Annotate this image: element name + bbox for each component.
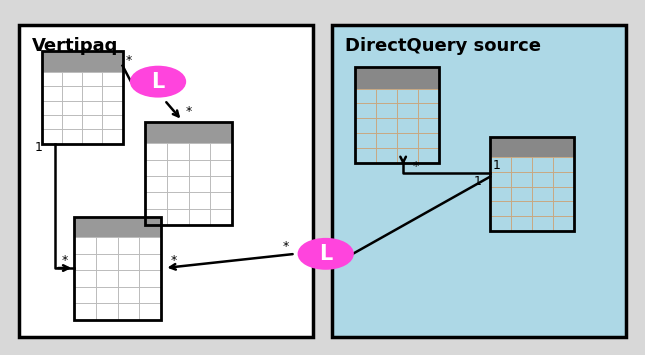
Ellipse shape — [131, 67, 185, 97]
Text: *: * — [126, 54, 132, 67]
Bar — [490, 137, 574, 231]
Text: *: * — [413, 160, 419, 173]
Bar — [74, 237, 161, 320]
Text: 1: 1 — [473, 175, 481, 189]
Bar — [355, 88, 439, 163]
Bar — [355, 67, 439, 163]
Bar — [332, 25, 626, 337]
Bar — [74, 217, 161, 320]
Text: *: * — [171, 255, 177, 267]
Bar — [355, 67, 439, 88]
Bar — [42, 51, 123, 144]
Bar — [490, 137, 574, 157]
Text: L: L — [152, 72, 164, 92]
Text: Vertipaq: Vertipaq — [32, 37, 119, 55]
Bar — [145, 143, 232, 225]
Bar — [74, 217, 161, 237]
Bar — [145, 122, 232, 225]
Bar — [42, 72, 123, 144]
Bar — [19, 25, 313, 337]
Bar — [145, 122, 232, 143]
Text: *: * — [186, 105, 192, 118]
Text: 1: 1 — [493, 159, 501, 173]
Bar — [490, 157, 574, 231]
Ellipse shape — [299, 239, 353, 269]
Text: *: * — [61, 255, 68, 267]
Bar — [42, 51, 123, 72]
Text: 1: 1 — [35, 141, 43, 154]
Text: DirectQuery source: DirectQuery source — [345, 37, 541, 55]
Text: L: L — [319, 244, 332, 264]
Text: *: * — [283, 240, 289, 253]
